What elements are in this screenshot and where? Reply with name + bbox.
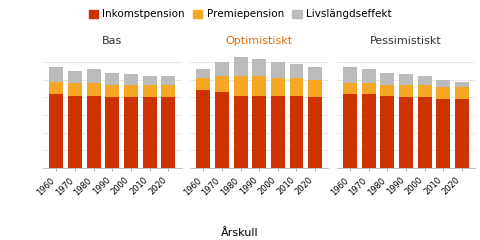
- Bar: [124, 85, 138, 97]
- Bar: [68, 83, 82, 96]
- Bar: [289, 96, 303, 168]
- Bar: [362, 69, 376, 83]
- Bar: [289, 78, 303, 96]
- Bar: [343, 67, 357, 83]
- Bar: [399, 85, 413, 97]
- Bar: [215, 62, 229, 76]
- Title: Pessimistiskt: Pessimistiskt: [370, 36, 442, 46]
- Bar: [362, 94, 376, 168]
- Bar: [455, 82, 469, 87]
- Bar: [87, 96, 101, 168]
- Bar: [308, 67, 322, 80]
- Bar: [362, 83, 376, 94]
- Bar: [106, 97, 120, 168]
- Bar: [196, 69, 210, 78]
- Bar: [87, 69, 101, 83]
- Bar: [455, 87, 469, 99]
- Bar: [87, 83, 101, 96]
- Bar: [399, 97, 413, 168]
- Bar: [215, 92, 229, 168]
- Bar: [106, 73, 120, 85]
- Bar: [49, 82, 63, 94]
- Bar: [234, 96, 248, 168]
- Bar: [161, 76, 175, 85]
- Bar: [252, 96, 266, 168]
- Bar: [252, 76, 266, 96]
- Bar: [252, 59, 266, 76]
- Bar: [343, 94, 357, 168]
- Bar: [215, 76, 229, 92]
- Bar: [49, 67, 63, 82]
- Bar: [455, 99, 469, 168]
- Bar: [161, 97, 175, 168]
- Bar: [308, 80, 322, 97]
- Bar: [68, 96, 82, 168]
- Bar: [143, 97, 156, 168]
- Bar: [418, 97, 432, 168]
- Bar: [271, 62, 285, 78]
- Bar: [271, 78, 285, 96]
- Bar: [161, 85, 175, 97]
- Bar: [143, 76, 156, 85]
- Bar: [49, 94, 63, 168]
- Bar: [436, 80, 450, 87]
- Bar: [196, 90, 210, 168]
- Bar: [436, 87, 450, 99]
- Title: Optimistiskt: Optimistiskt: [226, 36, 293, 46]
- Bar: [106, 85, 120, 97]
- Bar: [124, 97, 138, 168]
- Bar: [289, 64, 303, 78]
- Legend: Inkomstpension, Premiepension, Livslängdseffekt: Inkomstpension, Premiepension, Livslängd…: [84, 5, 396, 24]
- Bar: [380, 85, 394, 96]
- Bar: [380, 73, 394, 85]
- Bar: [143, 85, 156, 97]
- Bar: [418, 76, 432, 85]
- Bar: [68, 71, 82, 83]
- Bar: [380, 96, 394, 168]
- Bar: [124, 74, 138, 85]
- Text: Årskull: Årskull: [221, 228, 259, 238]
- Title: Bas: Bas: [102, 36, 122, 46]
- Bar: [418, 85, 432, 97]
- Bar: [196, 78, 210, 90]
- Bar: [436, 99, 450, 168]
- Bar: [271, 96, 285, 168]
- Bar: [399, 74, 413, 85]
- Bar: [234, 76, 248, 96]
- Bar: [234, 57, 248, 76]
- Bar: [308, 97, 322, 168]
- Bar: [343, 83, 357, 94]
